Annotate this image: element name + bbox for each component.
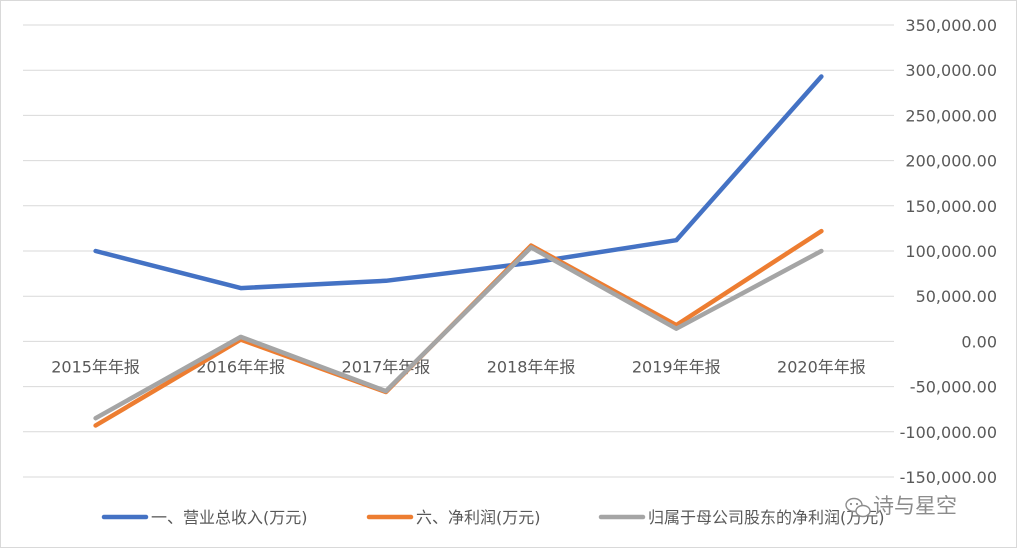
y-tick-label: 50,000.00: [916, 287, 997, 306]
legend-item: 一、营业总收入(万元): [101, 508, 308, 527]
watermark: 诗与星空: [845, 494, 957, 518]
series-line-3: [93, 245, 824, 421]
series-line-1: [93, 74, 824, 291]
x-tick-label: 2016年年报: [196, 357, 285, 376]
watermark-text: 诗与星空: [873, 494, 957, 518]
y-tick-label: 0.00: [961, 332, 997, 351]
legend-label: 一、营业总收入(万元): [151, 508, 308, 527]
y-axis-ticks: 350,000.00 300,000.00 250,000.00 200,000.00…: [900, 16, 997, 487]
x-tick-label: 2015年年报: [51, 357, 140, 376]
y-tick-label: -100,000.00: [900, 423, 997, 442]
legend-item: 归属于母公司股东的净利润(万元): [598, 508, 885, 527]
y-tick-label: -50,000.00: [910, 378, 997, 397]
y-tick-label: 300,000.00: [905, 61, 997, 80]
y-tick-label: 350,000.00: [905, 16, 997, 35]
series-line-2: [93, 228, 824, 428]
wechat-icon: [845, 497, 871, 518]
legend-item: 六、净利润(万元): [366, 508, 541, 527]
gridlines: [23, 24, 894, 478]
x-tick-label: 2020年年报: [777, 357, 866, 376]
legend-label: 六、净利润(万元): [416, 508, 541, 527]
y-tick-label: 200,000.00: [905, 152, 997, 171]
series-lines: [93, 74, 824, 428]
x-tick-label: 2018年年报: [487, 357, 576, 376]
x-tick-label: 2019年年报: [632, 357, 721, 376]
legend-label: 归属于母公司股东的净利润(万元): [648, 508, 885, 527]
legend: 一、营业总收入(万元) 六、净利润(万元) 归属于母公司股东的净利润(万元): [101, 508, 885, 527]
y-tick-label: -150,000.00: [900, 468, 997, 487]
y-tick-label: 150,000.00: [905, 197, 997, 216]
x-axis-ticks: 2015年年报 2016年年报 2017年年报 2018年年报 2019年年报 2020年…: [51, 357, 866, 376]
y-tick-label: 250,000.00: [905, 106, 997, 125]
y-tick-label: 100,000.00: [905, 242, 997, 261]
